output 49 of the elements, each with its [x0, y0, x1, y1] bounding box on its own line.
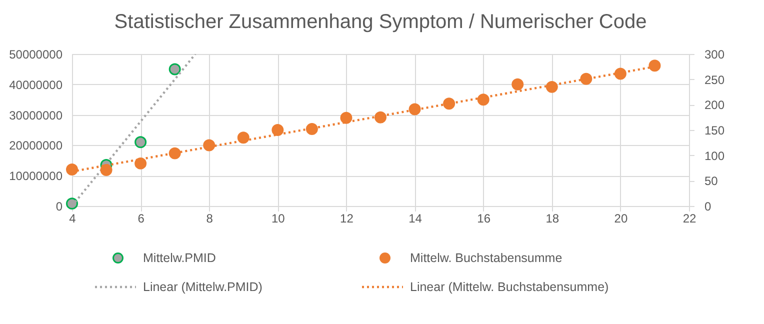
- y-tick-label: 40000000: [9, 78, 63, 92]
- point: [614, 68, 626, 80]
- point: [66, 164, 78, 176]
- point: [374, 111, 386, 124]
- point: [477, 94, 490, 106]
- point: [648, 60, 661, 72]
- point: [134, 157, 147, 170]
- legend-label: Mittelw. Buchstabensumme: [410, 251, 562, 265]
- point: [237, 132, 250, 144]
- legend-label: Linear (Mittelw.PMID): [143, 280, 262, 294]
- x-tick-label: 8: [206, 212, 214, 226]
- point: [408, 103, 421, 116]
- point: [203, 139, 216, 152]
- y-tick-label: 0: [56, 200, 63, 214]
- y2-tick-label: 300: [704, 48, 725, 62]
- point: [546, 80, 558, 93]
- x-tick-label: 12: [340, 212, 354, 226]
- point: [168, 63, 181, 76]
- point: [580, 72, 592, 85]
- y-tick-label: 10000000: [9, 169, 63, 184]
- point: [272, 124, 284, 136]
- y2-tick-label: 100: [704, 148, 725, 163]
- y-tick-label: 50000000: [9, 48, 63, 62]
- y2-tick-label: 200: [704, 98, 725, 112]
- x-tick-label: 14: [408, 212, 422, 226]
- x-tick-label: 6: [138, 212, 145, 226]
- y-tick-label: 20000000: [9, 138, 63, 153]
- y2-tick-label: 250: [704, 72, 725, 87]
- legend-label: Linear (Mittelw. Buchstabensumme): [410, 280, 609, 294]
- y2-tick-label: 0: [704, 200, 712, 214]
- chart-title: Statistischer Zusammenhang Symptom / Numerischer Code: [114, 11, 647, 33]
- y-tick-label: 30000000: [9, 108, 63, 122]
- point: [306, 123, 318, 135]
- x-tick-label: 16: [477, 212, 491, 226]
- point: [512, 78, 524, 90]
- x-tick-label: 4: [69, 212, 76, 226]
- y2-tick-label: 150: [704, 124, 725, 138]
- x-tick-label: 10: [271, 212, 286, 226]
- point: [134, 136, 147, 148]
- point: [100, 164, 112, 176]
- y2-tick-label: 50: [704, 174, 718, 188]
- x-tick-label: 20: [614, 212, 628, 226]
- point: [443, 98, 456, 110]
- point: [340, 112, 352, 124]
- point: [66, 198, 78, 210]
- point: [168, 147, 181, 160]
- x-tick-label: 18: [546, 212, 560, 226]
- x-tick-label: 22: [682, 212, 696, 226]
- legend-label: Mittelw.PMID: [143, 251, 216, 265]
